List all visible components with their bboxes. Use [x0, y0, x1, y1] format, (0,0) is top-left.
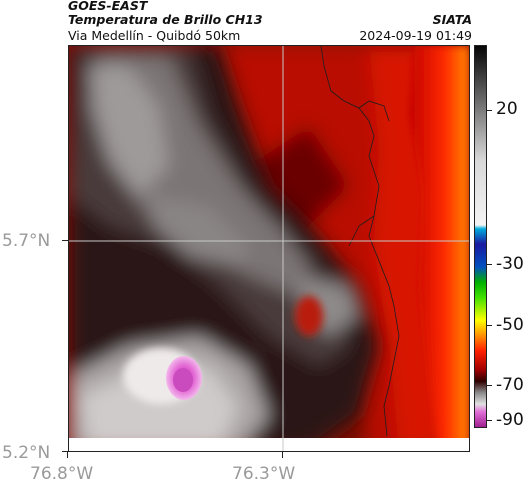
- colorbar-label: -50: [496, 315, 524, 335]
- hot-edge: [409, 46, 469, 451]
- gridlines: [69, 46, 469, 451]
- lon-label: 76.3°W: [232, 464, 296, 484]
- lon-tick: [67, 452, 68, 458]
- colorbar-label: 20: [496, 99, 518, 119]
- colorbar-label: -70: [496, 375, 524, 395]
- colorbar-gradient: [475, 46, 486, 427]
- colorbar-tick: [487, 420, 492, 421]
- satellite-title: GOES-EAST: [68, 0, 148, 13]
- satellite-map[interactable]: [68, 45, 470, 452]
- lon-label: 76.8°W: [30, 464, 94, 484]
- colorbar-label: -90: [496, 410, 524, 430]
- agency-label: SIATA: [432, 12, 472, 27]
- header: GOES-EAST Temperatura de Brillo CH13 Via…: [68, 0, 472, 44]
- route-subtitle: Via Medellín - Quibdó 50km: [68, 28, 241, 43]
- brightness-temperature-field: [69, 46, 469, 451]
- colorbar-tick: [487, 325, 492, 326]
- colorbar-tick: [487, 264, 492, 265]
- lat-tick: [62, 240, 68, 241]
- admin-borders: [320, 46, 400, 437]
- colorbar-label: -30: [496, 254, 524, 274]
- bottom-blank-strip: [69, 438, 469, 451]
- lat-label: 5.2°N: [2, 443, 51, 463]
- timestamp-label: 2024-09-19 01:49: [359, 28, 472, 43]
- cloud-shield: [69, 46, 379, 451]
- lat-label: 5.7°N: [2, 231, 51, 251]
- cold-cell-magenta: [166, 356, 202, 400]
- lon-tick: [282, 452, 283, 458]
- colorbar-tick: [487, 385, 492, 386]
- lat-tick: [62, 451, 68, 452]
- colorbar: [474, 45, 487, 428]
- colorbar-tick: [487, 110, 492, 111]
- product-title: Temperatura de Brillo CH13: [68, 12, 263, 27]
